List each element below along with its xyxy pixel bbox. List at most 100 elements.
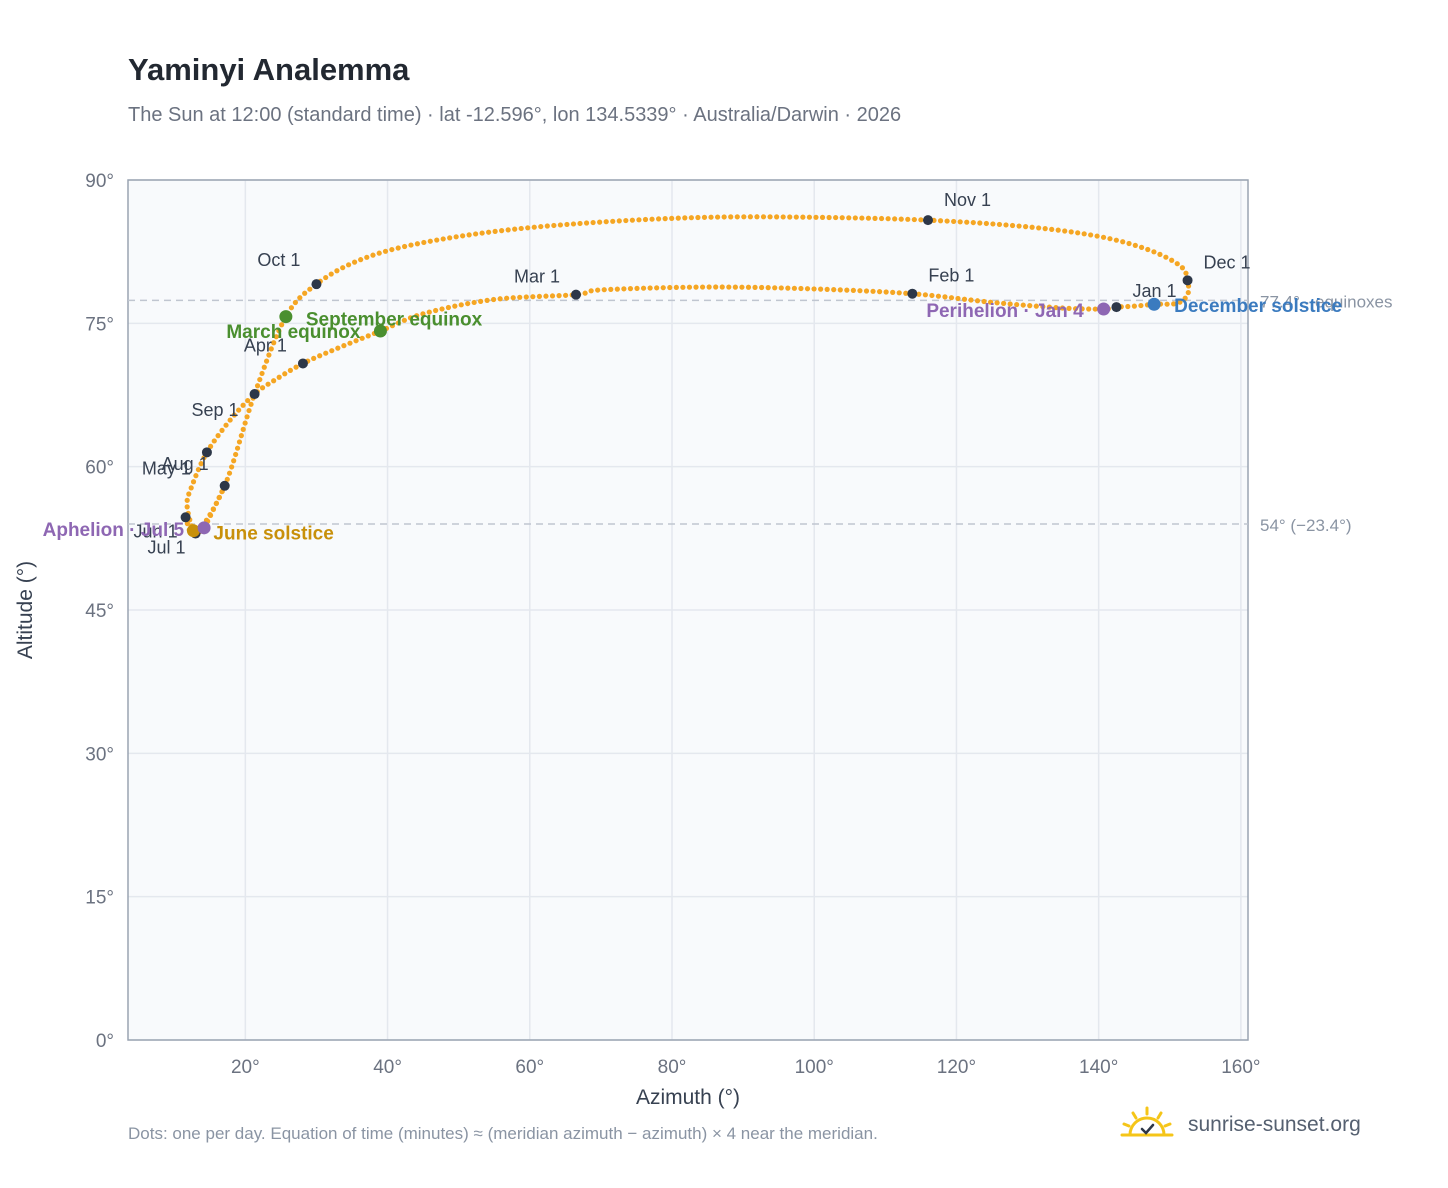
x-tick-label: 160°	[1221, 1057, 1260, 1078]
daily-dot	[595, 287, 601, 293]
daily-dot	[747, 214, 753, 220]
daily-dot	[1053, 304, 1059, 311]
daily-dot	[876, 289, 883, 295]
daily-dot	[549, 293, 556, 299]
brand[interactable]: sunrise-sunset.org	[1120, 1100, 1361, 1150]
daily-dot	[708, 214, 714, 220]
x-tick-label: 80°	[658, 1057, 687, 1078]
daily-dot	[752, 284, 758, 290]
daily-dot	[1016, 223, 1022, 229]
daily-dot	[389, 246, 395, 253]
daily-dot	[195, 466, 202, 473]
daily-dot	[466, 232, 472, 238]
daily-dot	[948, 295, 955, 301]
daily-dot	[1081, 231, 1087, 237]
daily-dot	[334, 268, 340, 274]
daily-dot	[623, 217, 629, 224]
daily-dot	[1182, 295, 1188, 301]
daily-dot	[1042, 226, 1048, 232]
x-axis-label: Azimuth (°)	[636, 1086, 740, 1109]
chart-title: Yaminyi Analemma	[128, 52, 410, 87]
daily-dot	[863, 288, 870, 294]
daily-dot	[427, 238, 433, 244]
daily-dot	[297, 295, 303, 301]
daily-dot	[754, 214, 760, 220]
daily-dot	[276, 328, 282, 334]
daily-dot	[806, 214, 813, 220]
daily-dot	[210, 506, 217, 513]
chart-footnote: Dots: one per day. Equation of time (min…	[128, 1124, 878, 1143]
daily-dot	[981, 298, 987, 305]
event-marker	[186, 524, 200, 538]
daily-dot	[1046, 304, 1052, 310]
daily-dot	[741, 214, 747, 220]
daily-dot	[726, 284, 732, 290]
daily-dot	[1007, 301, 1013, 307]
daily-dot	[878, 215, 885, 222]
daily-dot	[983, 220, 989, 227]
daily-dot	[647, 285, 653, 291]
daily-dot	[655, 216, 662, 222]
daily-dot	[238, 433, 244, 439]
daily-dot	[259, 370, 265, 377]
daily-dot	[414, 241, 421, 247]
daily-dot	[240, 402, 246, 408]
event-marker	[279, 310, 293, 324]
daily-dot	[846, 215, 852, 221]
daily-dot	[184, 504, 190, 510]
daily-dot	[1088, 232, 1094, 238]
daily-dot	[395, 245, 401, 251]
daily-dot	[223, 422, 229, 428]
month-marker-label: May 1	[142, 458, 191, 478]
daily-dot	[590, 219, 596, 226]
daily-dot	[1075, 230, 1081, 236]
x-tick-label: 140°	[1079, 1057, 1118, 1078]
daily-dot	[523, 294, 529, 300]
daily-dot	[288, 305, 295, 311]
daily-dot	[292, 299, 298, 306]
daily-dot	[570, 221, 577, 227]
daily-dot	[245, 397, 251, 404]
daily-dot	[543, 293, 549, 299]
daily-dot	[407, 315, 414, 321]
month-marker-label: Jul 1	[148, 538, 186, 558]
daily-dot	[1033, 303, 1039, 309]
daily-dot	[916, 291, 922, 297]
x-tick-label: 40°	[373, 1057, 402, 1078]
daily-dot	[287, 367, 293, 373]
daily-dot	[961, 296, 968, 302]
daily-dot	[530, 294, 536, 300]
daily-dot	[872, 215, 878, 221]
event-label: December solstice	[1174, 296, 1342, 317]
daily-dot	[213, 500, 219, 507]
daily-dot	[536, 293, 543, 300]
daily-dot	[1055, 227, 1061, 233]
daily-dot	[601, 287, 607, 293]
daily-dot	[1126, 240, 1132, 247]
daily-dot	[903, 290, 909, 296]
daily-dot	[531, 224, 537, 230]
daily-dot	[370, 252, 376, 258]
daily-dot	[1092, 306, 1098, 312]
daily-dot	[1079, 306, 1085, 312]
daily-dot	[364, 254, 370, 260]
daily-dot	[231, 458, 237, 464]
daily-dot	[439, 306, 445, 312]
daily-dot	[798, 285, 804, 292]
daily-dot	[649, 216, 655, 222]
daily-dot	[682, 215, 688, 221]
month-marker-label: Dec 1	[1204, 252, 1251, 272]
month-marker-label: Sep 1	[192, 400, 239, 420]
daily-dot	[1023, 224, 1029, 230]
daily-dot	[273, 334, 279, 340]
daily-dot	[701, 214, 708, 220]
event-label: March equinox	[226, 322, 361, 343]
daily-dot	[329, 348, 335, 354]
daily-dot	[512, 226, 518, 232]
daily-dot	[583, 220, 590, 226]
daily-dot	[695, 214, 701, 221]
daily-dot	[614, 286, 620, 292]
daily-dot	[767, 214, 773, 220]
daily-dot	[582, 290, 588, 296]
daily-dot	[898, 216, 904, 222]
